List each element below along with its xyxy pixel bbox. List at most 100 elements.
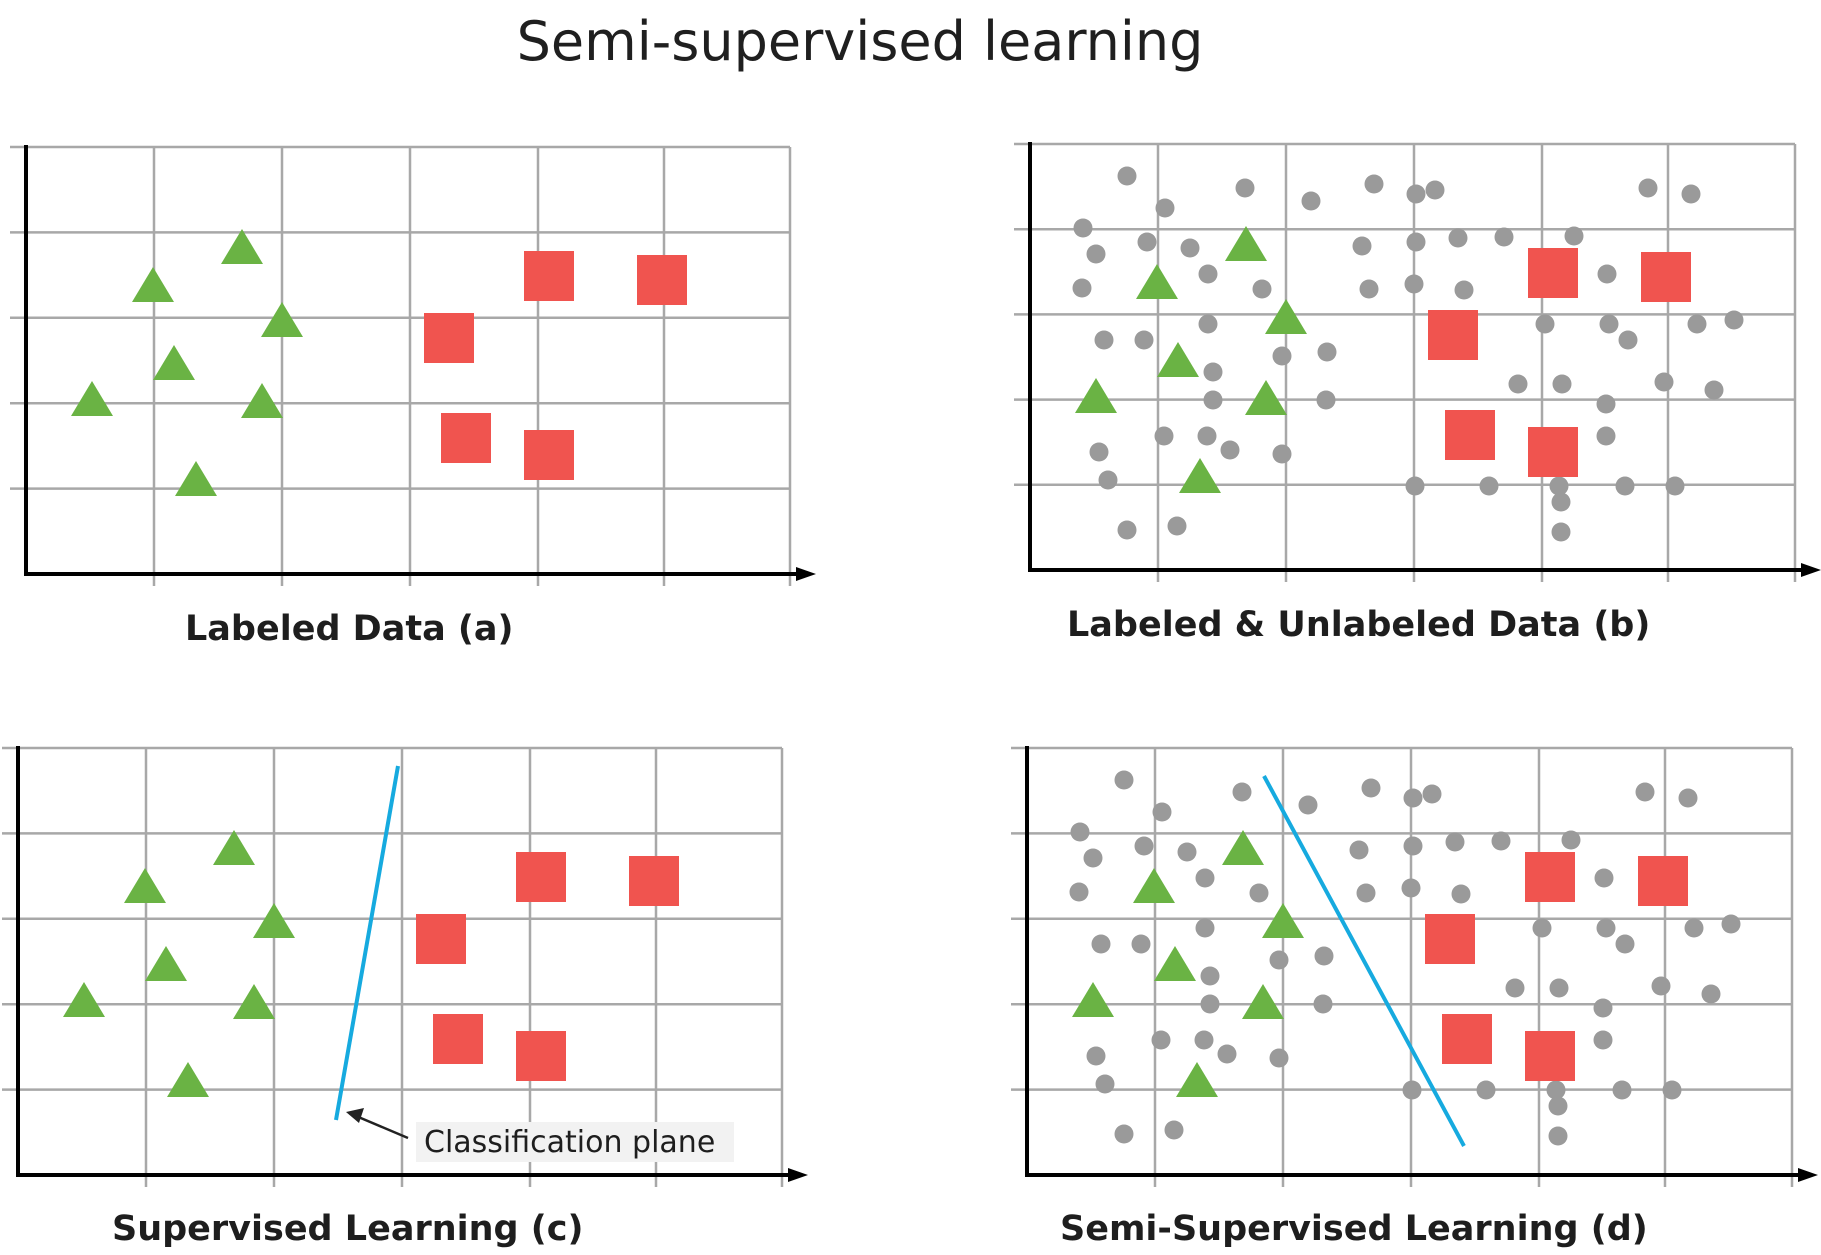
green-triangle-icon	[1154, 946, 1196, 981]
unlabeled-point	[1532, 918, 1552, 938]
unlabeled-point	[1301, 191, 1321, 211]
red-square-icon	[1525, 1031, 1575, 1081]
unlabeled-point	[1117, 166, 1137, 186]
unlabeled-point	[1402, 1080, 1422, 1100]
figure-title: Semi-supervised learning	[517, 10, 1204, 73]
panel-semi-supervised-learning	[1011, 746, 1818, 1187]
unlabeled-point	[1651, 976, 1671, 996]
unlabeled-point	[1269, 1048, 1289, 1068]
unlabeled-point	[1177, 842, 1197, 862]
red-square-icon	[637, 255, 687, 305]
unlabeled-point	[1548, 1126, 1568, 1146]
unlabeled-point	[1618, 330, 1638, 350]
green-triangle-icon	[241, 383, 283, 418]
unlabeled-point	[1681, 184, 1701, 204]
green-triangle-icon	[124, 868, 166, 903]
unlabeled-point	[1451, 884, 1471, 904]
unlabeled-point	[1269, 950, 1289, 970]
green-triangle-icon	[1072, 982, 1114, 1017]
unlabeled-point	[1198, 314, 1218, 334]
unlabeled-point	[1252, 279, 1272, 299]
unlabeled-point	[1494, 227, 1514, 247]
unlabeled-point	[1401, 878, 1421, 898]
unlabeled-point	[1599, 314, 1619, 334]
unlabeled-point	[1546, 1080, 1566, 1100]
x-axis-arrow-icon	[1801, 563, 1821, 577]
unlabeled-point	[1593, 1030, 1613, 1050]
unlabeled-point	[1086, 244, 1106, 264]
red-square-icon	[1425, 914, 1475, 964]
green-triangle-icon	[213, 830, 255, 865]
unlabeled-point	[1654, 372, 1674, 392]
unlabeled-point	[1117, 520, 1137, 540]
red-square-icon	[1442, 1014, 1492, 1064]
x-axis-arrow-icon	[788, 1168, 808, 1182]
green-triangle-icon	[1075, 378, 1117, 413]
caption-labeled-data: Labeled Data (a)	[185, 609, 514, 649]
unlabeled-point	[1098, 470, 1118, 490]
red-square-icon	[441, 413, 491, 463]
unlabeled-point	[1678, 788, 1698, 808]
unlabeled-point	[1220, 440, 1240, 460]
unlabeled-point	[1137, 232, 1157, 252]
unlabeled-point	[1684, 918, 1704, 938]
unlabeled-point	[1548, 1096, 1568, 1116]
unlabeled-point	[1445, 832, 1465, 852]
annotation-arrow-icon	[346, 1108, 364, 1123]
unlabeled-point	[1724, 310, 1744, 330]
unlabeled-point	[1131, 934, 1151, 954]
red-square-icon	[524, 430, 574, 480]
green-triangle-icon	[145, 946, 187, 981]
unlabeled-point	[1361, 778, 1381, 798]
unlabeled-point	[1403, 788, 1423, 808]
unlabeled-point	[1298, 795, 1318, 815]
unlabeled-point	[1198, 264, 1218, 284]
unlabeled-point	[1425, 180, 1445, 200]
unlabeled-point	[1701, 984, 1721, 1004]
green-triangle-icon	[1136, 264, 1178, 299]
unlabeled-point	[1596, 918, 1616, 938]
unlabeled-point	[1316, 390, 1336, 410]
unlabeled-point	[1095, 1074, 1115, 1094]
panel-supervised-learning: Classification plane	[2, 746, 808, 1187]
unlabeled-point	[1403, 836, 1423, 856]
unlabeled-point	[1549, 978, 1569, 998]
green-triangle-icon	[1176, 1062, 1218, 1097]
unlabeled-point	[1195, 918, 1215, 938]
unlabeled-point	[1114, 1124, 1134, 1144]
unlabeled-point	[1594, 868, 1614, 888]
green-triangle-icon	[1265, 299, 1307, 334]
green-triangle-icon	[63, 982, 105, 1017]
unlabeled-point	[1721, 914, 1741, 934]
red-square-icon	[516, 1031, 566, 1081]
unlabeled-point	[1083, 848, 1103, 868]
unlabeled-point	[1089, 442, 1109, 462]
red-square-icon	[1528, 427, 1578, 477]
unlabeled-point	[1551, 492, 1571, 512]
unlabeled-point	[1406, 184, 1426, 204]
red-square-icon	[524, 251, 574, 301]
x-axis-arrow-icon	[1798, 1168, 1818, 1182]
unlabeled-point	[1638, 178, 1658, 198]
unlabeled-point	[1551, 522, 1571, 542]
unlabeled-point	[1448, 228, 1468, 248]
classification-plane-line	[334, 765, 400, 1121]
green-triangle-icon	[1225, 226, 1267, 261]
unlabeled-point	[1086, 1046, 1106, 1066]
red-square-icon	[1528, 248, 1578, 298]
green-triangle-icon	[167, 1062, 209, 1097]
unlabeled-point	[1195, 868, 1215, 888]
green-triangle-icon	[1157, 342, 1199, 377]
red-square-icon	[1445, 410, 1495, 460]
red-square-icon	[1525, 852, 1575, 902]
red-square-icon	[1641, 252, 1691, 302]
green-triangle-icon	[1245, 380, 1287, 415]
unlabeled-point	[1564, 226, 1584, 246]
unlabeled-point	[1665, 476, 1685, 496]
unlabeled-point	[1704, 380, 1724, 400]
unlabeled-point	[1314, 946, 1334, 966]
panel-labeled-unlabeled-data	[1014, 142, 1821, 582]
unlabeled-point	[1508, 374, 1528, 394]
unlabeled-point	[1203, 390, 1223, 410]
